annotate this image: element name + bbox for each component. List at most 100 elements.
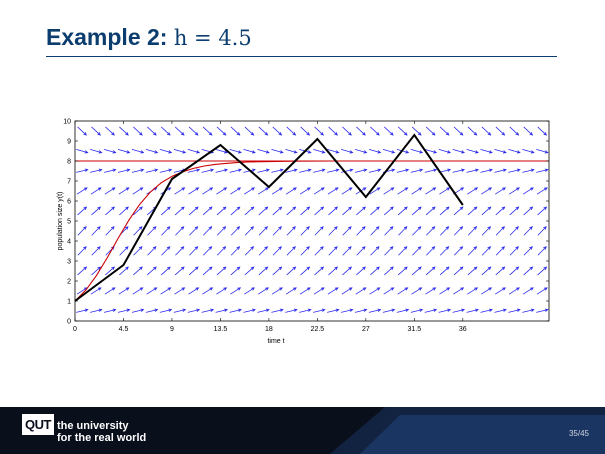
direction-arrow [147,126,157,136]
arrow-head [168,168,173,172]
arrow-shaft [133,226,143,236]
direction-arrow [356,246,366,256]
direction-arrow [327,187,339,195]
direction-arrow [173,308,187,313]
arrow-shaft [229,149,242,153]
arrow-head [348,132,352,136]
direction-arrow [117,308,131,313]
direction-arrow [368,168,382,173]
arrow-shaft [300,126,310,136]
direction-arrow [494,287,506,295]
arrow-head [417,206,422,210]
arrow-head [251,187,256,191]
direction-arrow [438,308,452,313]
arrow-head [419,168,424,172]
direction-arrow [258,206,269,216]
direction-arrow [411,206,422,216]
arrow-head [348,226,352,230]
arrow-shaft [76,149,88,153]
arrow-shaft [173,149,186,153]
arrow-head [320,206,325,210]
direction-arrow [286,246,296,256]
direction-arrow [439,206,450,216]
arrow-shaft [257,309,270,313]
arrow-head [334,266,339,270]
arrow-shaft [509,246,519,256]
y-tick-label: 9 [67,139,71,146]
arrow-head [530,150,535,154]
direction-arrow [398,226,408,236]
direction-arrow [188,266,199,276]
arrow-shaft [453,226,463,236]
direction-arrow [396,168,410,173]
arrow-shaft [189,246,198,256]
arrow-shaft [426,226,435,236]
arrow-head [126,150,131,154]
arrow-shaft [272,226,282,236]
arrow-shaft [425,266,436,276]
arrow-head [97,246,101,250]
arrow-head [530,308,535,312]
arrow-shaft [300,266,310,276]
arrow-shaft [77,226,87,236]
arrow-head [209,287,214,291]
arrow-shaft [494,149,507,153]
arrow-shaft [175,226,184,236]
direction-arrow [118,187,130,195]
arrow-shaft [411,206,422,216]
direction-arrow [145,149,159,154]
direction-arrow [314,206,325,216]
arrow-head [335,168,340,172]
direction-arrow [300,206,311,216]
arrow-head [153,287,158,291]
direction-arrow [117,168,131,173]
arrow-shaft [342,206,352,216]
arrow-shaft [76,287,88,295]
arrow-shaft [370,206,380,216]
arrow-shaft [396,309,409,313]
arrow-shaft [104,287,116,295]
direction-arrow [272,266,283,276]
arrow-head [181,187,186,191]
arrow-head [516,150,521,154]
direction-arrow [187,168,201,173]
direction-arrow [341,287,353,295]
arrow-shaft [509,266,519,276]
arrow-shaft [77,206,87,216]
arrow-shaft [523,226,533,236]
arrow-head [264,132,269,136]
arrow-shaft [286,206,296,216]
arrow-shaft [369,287,380,295]
arrow-head [501,206,506,210]
arrow-head [390,187,395,191]
arrow-head [389,226,394,230]
arrow-shaft [117,169,130,173]
arrow-shaft [91,226,101,236]
arrow-shaft [314,226,324,236]
arrow-shaft [146,266,157,276]
arrow-shaft [90,149,102,153]
direction-arrow [90,308,103,313]
arrow-head [376,132,380,136]
arrow-head [501,266,506,270]
direction-arrow [509,206,520,216]
arrow-head [447,308,452,312]
direction-arrow [384,246,394,256]
arrow-head [265,150,270,154]
arrow-shaft [341,309,353,313]
arrow-head [334,246,338,250]
arrow-head [224,150,228,154]
direction-arrow [369,287,381,295]
arrow-head [431,226,436,230]
arrow-head [279,150,284,154]
arrow-head [432,187,437,191]
arrow-head [460,187,465,191]
arrow-head [307,168,312,172]
direction-arrow [216,206,227,216]
arrow-shaft [216,246,226,256]
arrow-shaft [286,126,296,136]
direction-arrow [509,266,520,276]
arrow-head [529,246,533,250]
arrow-shaft [397,266,408,276]
direction-arrow [133,226,143,236]
